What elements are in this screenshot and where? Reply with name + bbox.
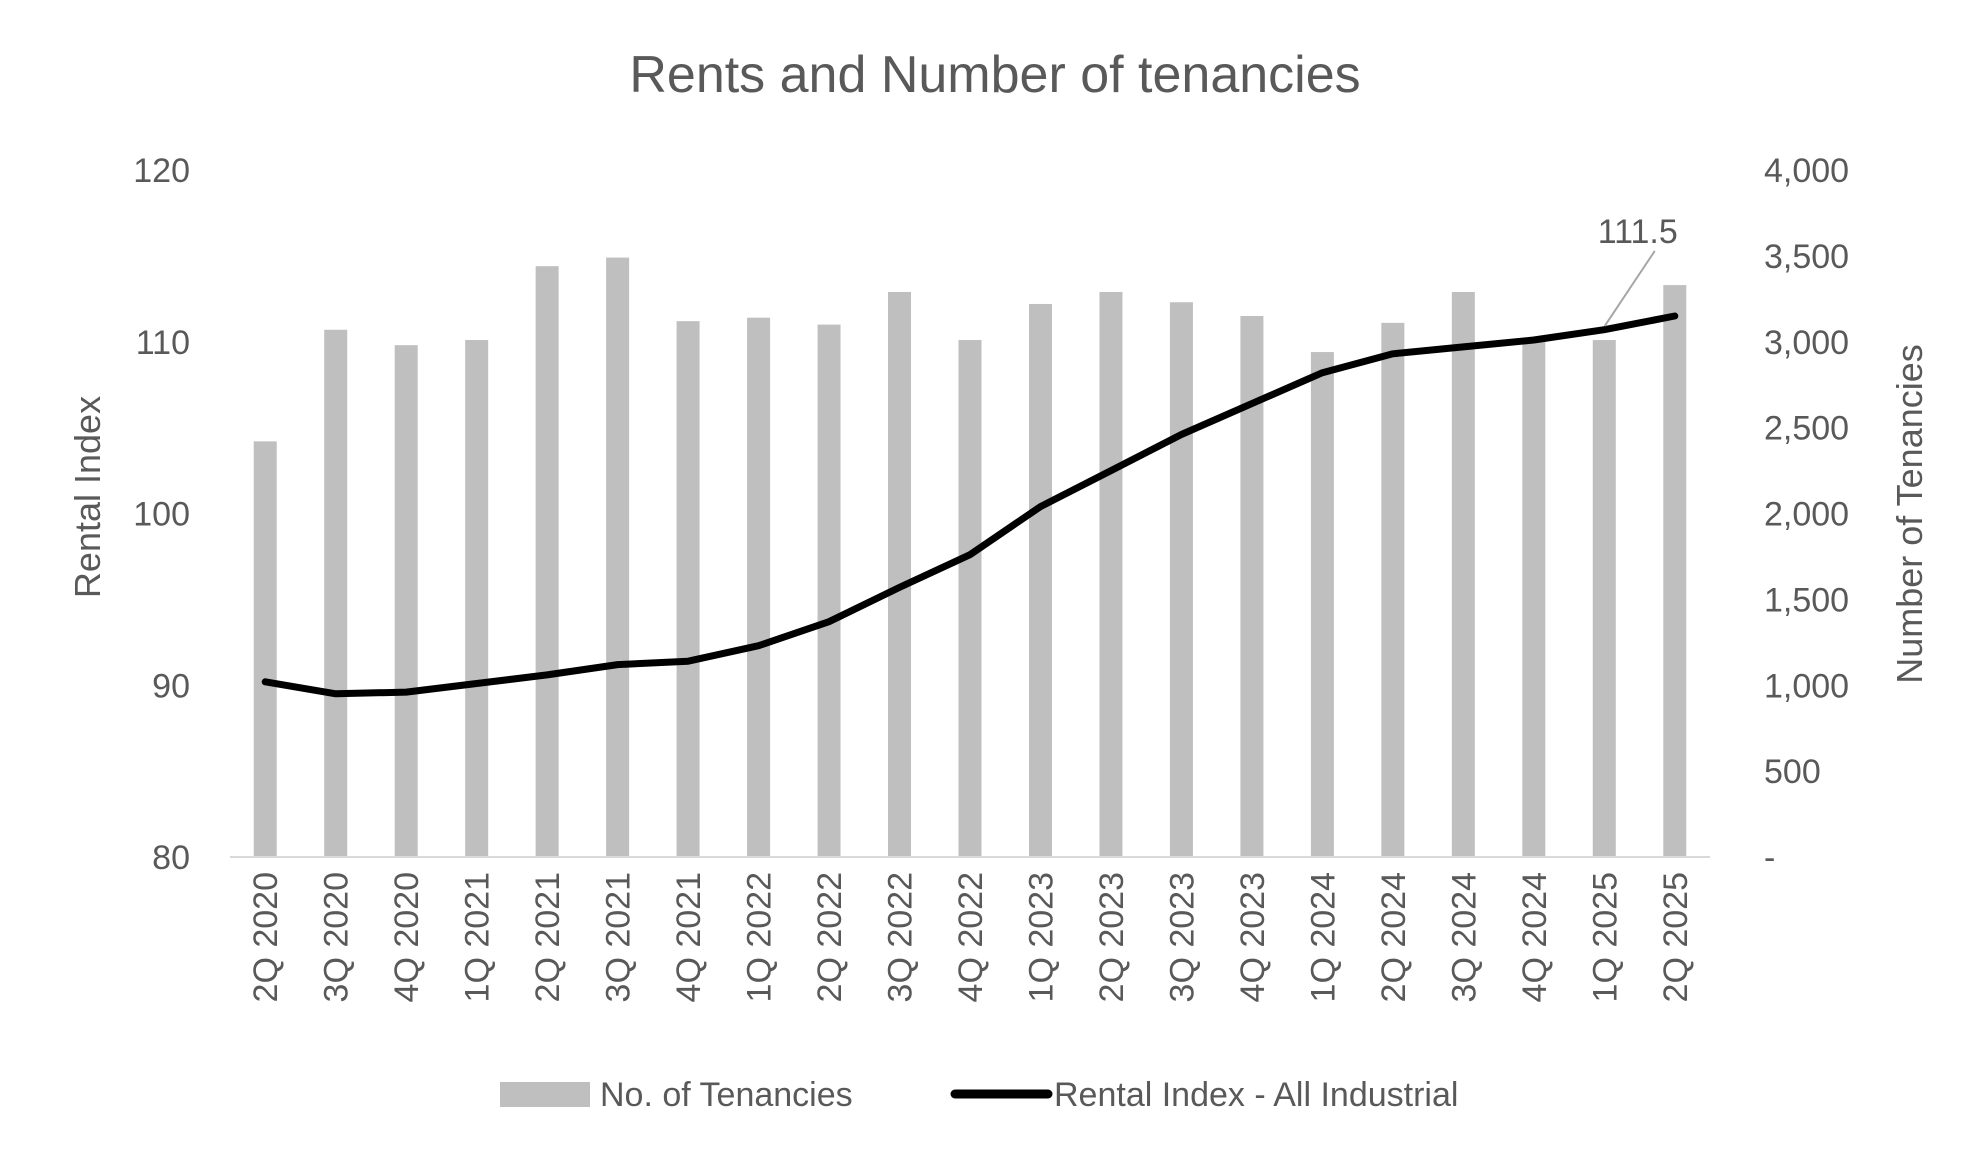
tenancies-bar bbox=[958, 340, 982, 858]
tenancies-bar bbox=[465, 340, 489, 858]
left-axis-tick-label: 120 bbox=[133, 152, 190, 190]
legend-label-rental-index: Rental Index - All Industrial bbox=[1054, 1076, 1458, 1114]
left-axis-tick-label: 100 bbox=[133, 496, 190, 534]
tenancies-bar bbox=[817, 324, 841, 857]
rental-index-point bbox=[1110, 470, 1112, 472]
x-axis-tick-label: 4Q 2020 bbox=[388, 872, 426, 1002]
tenancies-bar bbox=[888, 291, 912, 857]
rental-index-point bbox=[687, 660, 689, 662]
right-axis-tick-label: 4,000 bbox=[1764, 152, 1849, 190]
x-axis-tick-label: 1Q 2025 bbox=[1586, 872, 1624, 1002]
x-axis-ticks: 2Q 2020 3Q 2020 4Q 2020 1Q 2021 2Q 2021 3Q 20… bbox=[247, 872, 1695, 1002]
rental-index-point bbox=[335, 693, 337, 695]
right-axis-tick-label: 3,000 bbox=[1764, 324, 1849, 362]
annotation-label: 111.5 bbox=[1598, 213, 1678, 251]
x-axis-tick-label: 1Q 2023 bbox=[1022, 872, 1060, 1002]
x-axis-tick-label: 2Q 2022 bbox=[811, 872, 849, 1002]
rental-index-point bbox=[1039, 506, 1041, 508]
annotation-leader-line bbox=[1603, 250, 1656, 327]
tenancies-bar bbox=[676, 321, 700, 857]
left-axis-tick-label: 110 bbox=[136, 324, 190, 362]
rental-index-point bbox=[1674, 315, 1676, 317]
right-axis-tick-label: 1,500 bbox=[1764, 581, 1849, 619]
right-axis-tick-label: 2,500 bbox=[1764, 410, 1849, 448]
rental-index-point bbox=[758, 645, 760, 647]
rental-index-point bbox=[405, 691, 407, 693]
tenancies-bar bbox=[1451, 291, 1475, 857]
x-axis-tick-label: 4Q 2023 bbox=[1234, 872, 1272, 1002]
x-axis-tick-label: 3Q 2021 bbox=[600, 872, 638, 1002]
left-axis-ticks: 80 90 100 110 120 bbox=[133, 152, 190, 877]
right-axis-tick-label: 1,000 bbox=[1764, 667, 1849, 705]
tenancies-bar bbox=[1522, 340, 1546, 858]
legend: No. of Tenancies Rental Index - All Indu… bbox=[500, 1076, 1458, 1114]
right-axis-title: Number of Tenancies bbox=[1889, 344, 1930, 684]
tenancies-bar bbox=[606, 257, 630, 857]
x-axis-tick-label: 2Q 2023 bbox=[1093, 872, 1131, 1002]
rental-index-point bbox=[1321, 372, 1323, 374]
rental-index-point bbox=[899, 586, 901, 588]
x-axis-tick-label: 4Q 2021 bbox=[670, 872, 708, 1002]
left-axis-tick-label: 80 bbox=[152, 839, 190, 877]
tenancies-bar bbox=[394, 345, 418, 857]
rental-index-point bbox=[1462, 346, 1464, 348]
x-axis-tick-label: 4Q 2022 bbox=[952, 872, 990, 1002]
bar-series bbox=[253, 257, 1687, 858]
tenancies-bar bbox=[1663, 285, 1687, 857]
x-axis-tick-label: 3Q 2020 bbox=[318, 872, 356, 1002]
rental-index-point bbox=[1251, 403, 1253, 405]
right-axis-tick-label: 3,500 bbox=[1764, 238, 1849, 276]
tenancies-bar bbox=[253, 441, 277, 857]
rental-index-point bbox=[264, 681, 266, 683]
right-axis-ticks: - 500 1,000 1,500 2,000 2,500 3,000 3,500 4,000 bbox=[1764, 152, 1849, 877]
tenancies-bar bbox=[1310, 352, 1334, 857]
rental-index-point bbox=[546, 674, 548, 676]
x-axis-tick-label: 2Q 2020 bbox=[247, 872, 285, 1002]
x-axis-tick-label: 1Q 2022 bbox=[741, 872, 779, 1002]
right-axis-tick-label: 500 bbox=[1764, 753, 1821, 791]
tenancies-bar bbox=[1099, 291, 1123, 857]
x-axis-tick-label: 4Q 2024 bbox=[1516, 872, 1554, 1002]
x-axis-tick-label: 2Q 2021 bbox=[529, 872, 567, 1002]
tenancies-bar bbox=[1240, 315, 1264, 857]
legend-label-tenancies: No. of Tenancies bbox=[600, 1076, 853, 1114]
x-axis-tick-label: 3Q 2024 bbox=[1445, 872, 1483, 1002]
right-axis-tick-label: 2,000 bbox=[1764, 496, 1849, 534]
tenancies-bar bbox=[1381, 322, 1405, 857]
tenancies-bar bbox=[1028, 303, 1052, 858]
rental-index-point bbox=[1180, 433, 1182, 435]
left-axis-title: Rental Index bbox=[67, 396, 108, 598]
rental-index-point bbox=[828, 621, 830, 623]
tenancies-bar bbox=[1592, 340, 1616, 858]
tenancies-bar bbox=[747, 317, 771, 858]
rental-index-point bbox=[969, 554, 971, 556]
chart-title: Rents and Number of tenancies bbox=[629, 46, 1360, 104]
x-axis-tick-label: 1Q 2021 bbox=[459, 872, 497, 1002]
rental-index-point bbox=[617, 664, 619, 666]
rental-index-point bbox=[1603, 329, 1605, 331]
left-axis-tick-label: 90 bbox=[152, 667, 190, 705]
x-axis-tick-label: 1Q 2024 bbox=[1304, 872, 1342, 1002]
x-axis-tick-label: 2Q 2024 bbox=[1375, 872, 1413, 1002]
annotation: 111.5 bbox=[1598, 213, 1678, 327]
tenancies-bar bbox=[324, 329, 348, 857]
rental-index-point bbox=[1392, 353, 1394, 355]
x-axis-tick-label: 3Q 2022 bbox=[882, 872, 920, 1002]
x-axis-tick-label: 2Q 2025 bbox=[1657, 872, 1695, 1002]
legend-swatch-tenancies bbox=[500, 1082, 590, 1107]
x-axis-tick-label: 3Q 2023 bbox=[1163, 872, 1201, 1002]
right-axis-tick-label: - bbox=[1764, 839, 1775, 877]
rental-index-point bbox=[1533, 339, 1535, 341]
tenancies-bar bbox=[1169, 302, 1193, 857]
line-series bbox=[261, 312, 1679, 698]
tenancies-bar bbox=[535, 266, 559, 857]
rental-index-point bbox=[476, 683, 478, 685]
